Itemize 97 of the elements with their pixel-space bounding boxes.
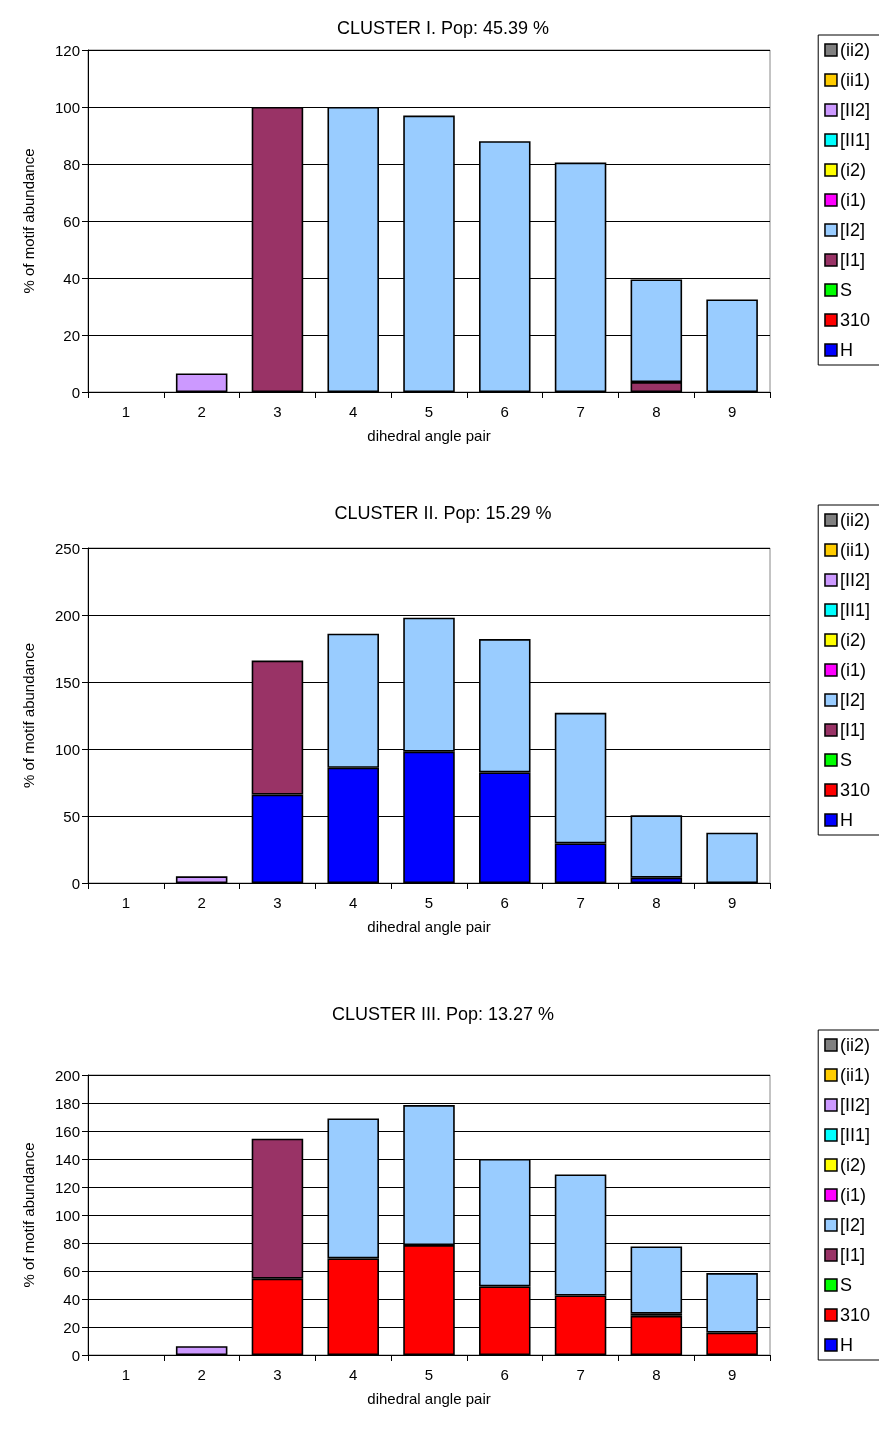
y-tick-label: 40 [63, 1290, 80, 1308]
y-tick-label: 140 [54, 1150, 80, 1168]
x-tick-label: 9 [727, 403, 737, 420]
x-axis-title: dihedral angle pair [367, 918, 491, 935]
legend-label: (ii2) [839, 1035, 870, 1055]
y-tick-label: 50 [63, 807, 80, 825]
x-tick-label: 3 [273, 894, 282, 911]
legend-label: [II2] [839, 1095, 870, 1115]
y-tick-label: 120 [54, 1178, 80, 1196]
legend-label: (ii1) [839, 540, 870, 560]
x-axis-title: dihedral angle pair [367, 1390, 491, 1407]
legend-label: H [839, 1335, 853, 1355]
x-tick-label: 8 [652, 1366, 661, 1383]
legend-label: [I2] [839, 690, 865, 710]
legend-label: [II2] [839, 100, 870, 120]
x-tick-label: 4 [349, 1366, 358, 1383]
legend-label: [II1] [839, 130, 870, 150]
legend-label: S [839, 1275, 852, 1295]
bar [175, 373, 228, 392]
legend-label: (ii1) [839, 70, 870, 90]
x-tick-label: 6 [500, 1366, 509, 1383]
legend-label: (i1) [839, 660, 866, 680]
x-tick-label: 5 [424, 1366, 434, 1383]
legend-label: (i1) [839, 1185, 866, 1205]
legend-label: [II2] [839, 570, 870, 590]
y-tick-label: 0 [71, 874, 80, 892]
x-tick-label: 6 [500, 403, 509, 420]
legend-label: 310 [839, 780, 871, 800]
legend-label: (ii2) [839, 510, 870, 530]
x-axis-title: dihedral angle pair [367, 427, 491, 444]
x-tick-label: 2 [197, 403, 206, 420]
bar [175, 876, 228, 883]
legend-label: [II1] [839, 600, 870, 620]
y-tick-label: 120 [54, 41, 80, 59]
x-tick-label: 7 [576, 403, 585, 420]
x-tick-label: 7 [576, 894, 585, 911]
y-tick-label: 20 [63, 326, 80, 344]
x-tick-label: 2 [197, 1366, 206, 1383]
x-tick-label: 8 [652, 894, 661, 911]
y-tick-label: 80 [63, 1234, 80, 1252]
x-tick-label: 1 [121, 1366, 131, 1383]
chart-title: CLUSTER III. Pop: 13.27 % [331, 1004, 555, 1024]
legend-label: 310 [839, 310, 871, 330]
chart-title: CLUSTER I. Pop: 45.39 % [336, 18, 550, 38]
y-tick-label: 100 [54, 1206, 80, 1224]
legend-label: S [839, 750, 852, 770]
legend-label: (i2) [839, 160, 866, 180]
y-tick-label: 0 [71, 383, 80, 401]
x-tick-label: 1 [121, 403, 131, 420]
y-tick-label: 20 [63, 1318, 80, 1336]
x-tick-label: 4 [349, 403, 358, 420]
y-tick-label: 80 [63, 155, 80, 173]
legend-label: [I1] [839, 250, 865, 270]
y-tick-label: 0 [71, 1346, 80, 1364]
legend-label: (ii1) [839, 1065, 870, 1085]
legend-label: 310 [839, 1305, 871, 1325]
y-tick-label: 100 [54, 98, 80, 116]
y-tick-label: 250 [54, 539, 80, 557]
legend-label: [I1] [839, 720, 865, 740]
y-tick-label: 200 [54, 606, 80, 624]
y-axis-title: % of motif abundance [20, 1142, 37, 1288]
y-tick-label: 40 [63, 269, 80, 287]
legend-label: [I2] [839, 1215, 865, 1235]
x-tick-label: 9 [727, 1366, 737, 1383]
y-tick-label: 60 [63, 212, 80, 230]
y-tick-label: 60 [63, 1262, 80, 1280]
x-tick-label: 7 [576, 1366, 585, 1383]
legend-label: S [839, 280, 852, 300]
legend-label: (ii2) [839, 40, 870, 60]
x-tick-label: 6 [500, 894, 509, 911]
x-tick-label: 9 [727, 894, 737, 911]
bar [706, 832, 758, 883]
legend-label: [I1] [839, 1245, 865, 1265]
y-tick-label: 160 [54, 1122, 80, 1140]
chart-title: CLUSTER II. Pop: 15.29 % [334, 503, 552, 523]
legend-label: [II1] [839, 1125, 870, 1145]
y-axis-title: % of motif abundance [20, 148, 37, 294]
x-tick-label: 2 [197, 894, 206, 911]
x-tick-label: 4 [349, 894, 358, 911]
y-tick-label: 200 [54, 1066, 80, 1084]
legend-label: (i2) [839, 1155, 866, 1175]
x-tick-label: 1 [121, 894, 131, 911]
x-tick-label: 5 [424, 894, 434, 911]
legend-label: H [839, 810, 853, 830]
bar [175, 1346, 228, 1355]
x-tick-label: 8 [652, 403, 661, 420]
y-tick-label: 180 [54, 1094, 80, 1112]
legend-label: [I2] [839, 220, 865, 240]
y-tick-label: 150 [54, 673, 80, 691]
x-tick-label: 5 [424, 403, 434, 420]
x-tick-label: 3 [273, 1366, 282, 1383]
x-tick-label: 3 [273, 403, 282, 420]
y-tick-label: 100 [54, 740, 80, 758]
y-axis-title: % of motif abundance [20, 642, 37, 789]
legend-label: (i1) [839, 190, 866, 210]
legend-label: (i2) [839, 630, 866, 650]
legend-label: H [839, 340, 853, 360]
